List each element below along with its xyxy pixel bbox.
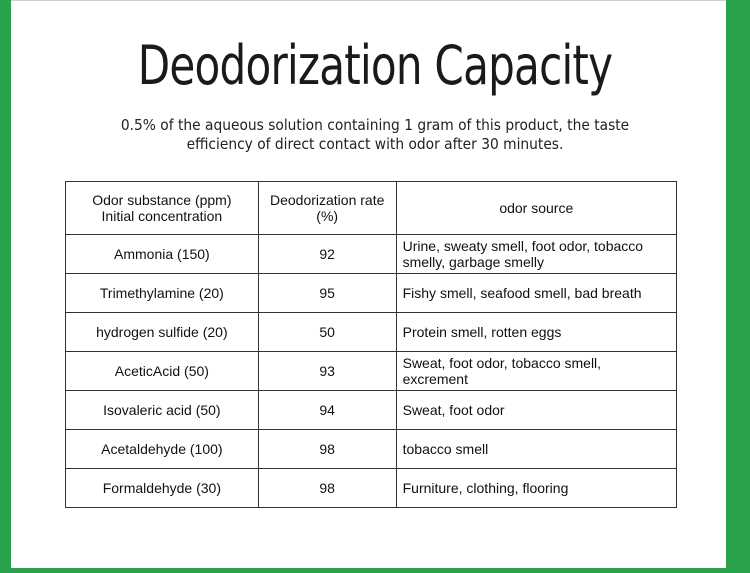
top-border [0,0,750,1]
substance-cell: hydrogen sulfide (20) [65,312,259,352]
source-cell: Fishy smell, seafood smell, bad breath [395,273,678,313]
header-odor-substance: Odor substance (ppm) Initial concentrati… [65,181,259,235]
substance-cell: Formaldehyde (30) [65,468,259,508]
table-row: Ammonia (150) 92 Urine, sweaty smell, fo… [65,234,678,274]
rate-cell: 50 [257,312,397,352]
substance-cell: Acetaldehyde (100) [65,429,259,469]
source-cell: tobacco smell [395,429,678,469]
rate-cell: 92 [257,234,397,274]
subtitle: 0.5% of the aqueous solution containing … [85,116,665,154]
subtitle-line-2: efficiency of direct contact with odor a… [186,135,564,153]
source-cell: Sweat, foot odor, tobacco smell, excreme… [395,351,678,391]
substance-cell: AceticAcid (50) [65,351,259,391]
table-row: Isovaleric acid (50) 94 Sweat, foot odor [65,390,678,430]
table-row: AceticAcid (50) 93 Sweat, foot odor, tob… [65,351,678,391]
rate-cell: 94 [257,390,397,430]
header-odor-source: odor source [395,181,678,235]
source-cell: Sweat, foot odor [395,390,678,430]
deodorization-table: Odor substance (ppm) Initial concentrati… [65,181,678,508]
substance-cell: Isovaleric acid (50) [65,390,259,430]
table-header-row: Odor substance (ppm) Initial concentrati… [65,181,678,235]
rate-cell: 98 [257,429,397,469]
green-frame-bottom [0,568,750,573]
rate-cell: 95 [257,273,397,313]
source-cell: Urine, sweaty smell, foot odor, tobacco … [395,234,678,274]
subtitle-line-1: 0.5% of the aqueous solution containing … [120,116,630,134]
substance-cell: Ammonia (150) [65,234,259,274]
table-row: Acetaldehyde (100) 98 tobacco smell [65,429,678,469]
table-row: Trimethylamine (20) 95 Fishy smell, seaf… [65,273,678,313]
substance-cell: Trimethylamine (20) [65,273,259,313]
header-deodorization-rate: Deodorization rate (%) [257,181,397,235]
source-cell: Furniture, clothing, flooring [395,468,678,508]
page-title: Deodorization Capacity [137,34,613,97]
table-row: hydrogen sulfide (20) 50 Protein smell, … [65,312,678,352]
green-frame-left [0,0,11,573]
table-row: Formaldehyde (30) 98 Furniture, clothing… [65,468,678,508]
rate-cell: 93 [257,351,397,391]
green-frame-right [726,0,750,573]
source-cell: Protein smell, rotten eggs [395,312,678,352]
rate-cell: 98 [257,468,397,508]
